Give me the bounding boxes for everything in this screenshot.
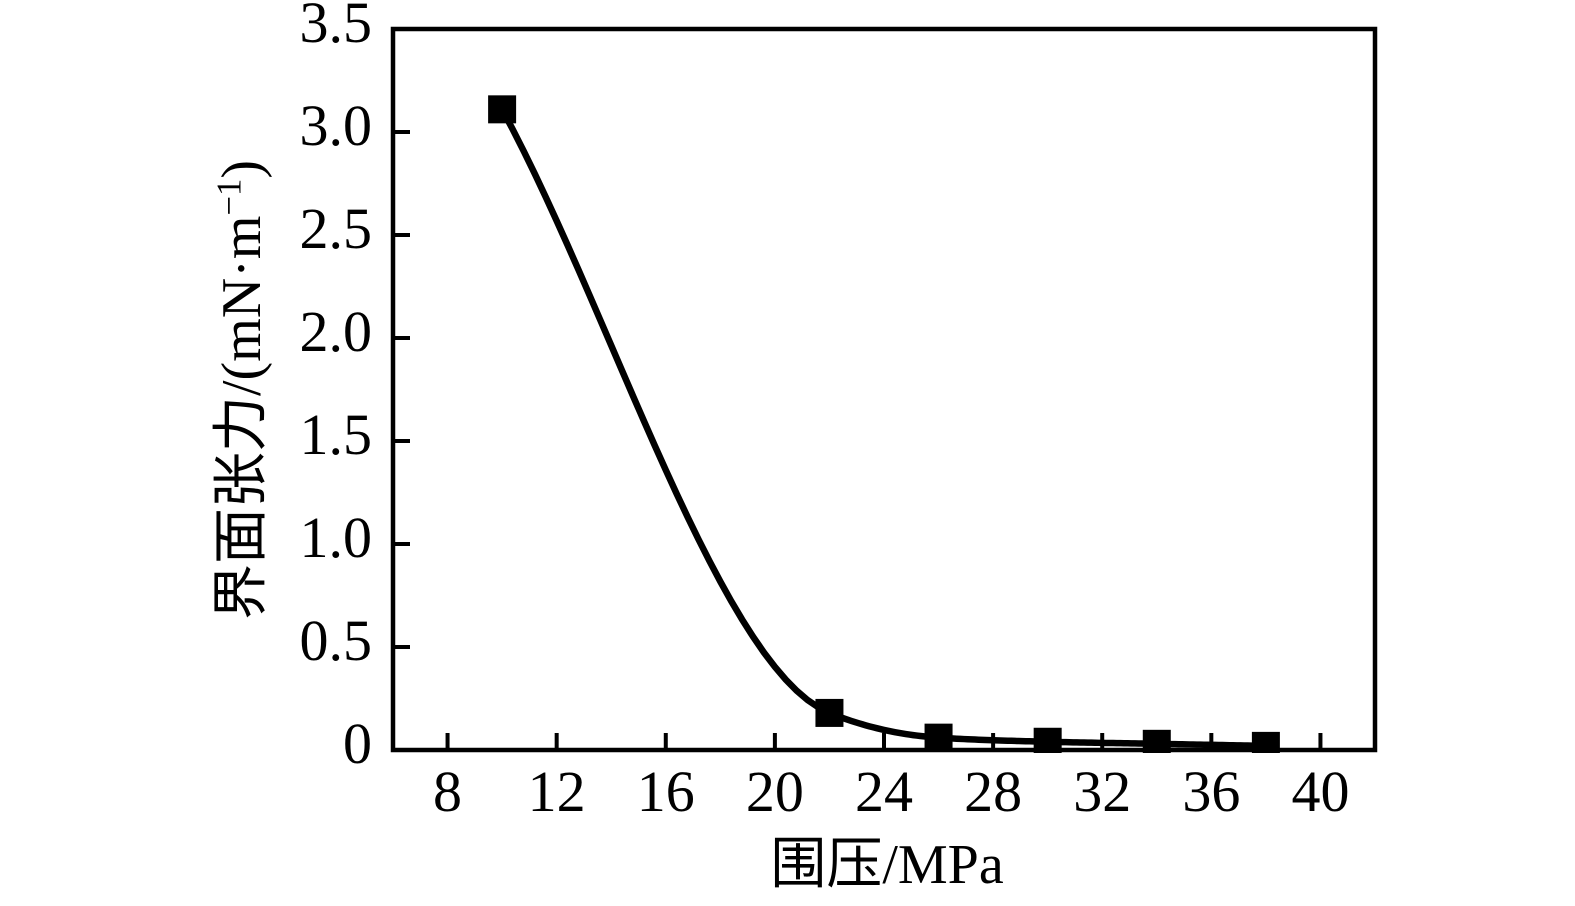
x-tick-label: 36 — [1182, 759, 1241, 824]
data-point-marker — [1251, 731, 1280, 753]
x-tick-label: 32 — [1073, 759, 1132, 824]
data-point-marker — [815, 698, 844, 727]
data-point-marker — [488, 95, 517, 124]
y-tick-label: 3.5 — [299, 0, 373, 55]
x-tick-label: 12 — [527, 759, 586, 824]
data-point-marker — [1142, 729, 1171, 753]
x-tick-label: 20 — [745, 759, 804, 824]
y-axis-title: 界面张力/(mN·m−1) — [209, 159, 273, 621]
x-axis-title: 围压/MPa — [770, 834, 1004, 896]
y-tick-label: 1.0 — [299, 505, 373, 570]
y-tick-label: 0 — [343, 711, 372, 776]
x-tick-label: 16 — [636, 759, 695, 824]
y-tick-label: 1.5 — [299, 402, 373, 467]
series-curve — [498, 106, 1270, 750]
y-axis-title-superscript: −1 — [209, 178, 249, 216]
plot-frame — [390, 26, 1378, 753]
x-tick-label: 28 — [964, 759, 1023, 824]
data-point-marker — [1033, 727, 1062, 753]
y-tick-label: 2.5 — [299, 196, 373, 261]
data-series-group — [488, 95, 1280, 753]
y-tick-label: 3.0 — [299, 93, 373, 158]
y-axis-title-text: 界面张力/(mN·m — [211, 215, 273, 621]
x-tick-label: 24 — [855, 759, 913, 824]
y-tick-label: 0.5 — [299, 608, 373, 673]
x-tick-label: 40 — [1291, 759, 1350, 824]
y-tick-label: 2.0 — [299, 299, 373, 364]
y-axis-title-suffix: ) — [211, 159, 273, 179]
data-point-marker — [924, 723, 953, 752]
x-tick-label: 8 — [433, 759, 463, 824]
